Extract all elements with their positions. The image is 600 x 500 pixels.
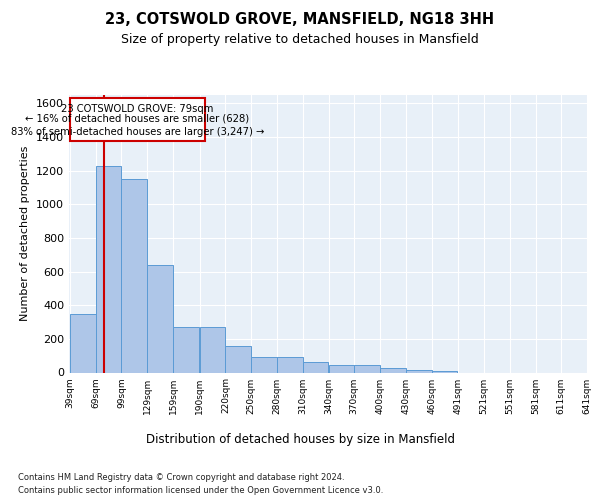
Text: Contains HM Land Registry data © Crown copyright and database right 2024.: Contains HM Land Registry data © Crown c… [18, 472, 344, 482]
Bar [406, 370, 431, 372]
FancyBboxPatch shape [70, 98, 205, 141]
Y-axis label: Number of detached properties: Number of detached properties [20, 146, 31, 322]
Text: Size of property relative to detached houses in Mansfield: Size of property relative to detached ho… [121, 32, 479, 46]
Text: Distribution of detached houses by size in Mansfield: Distribution of detached houses by size … [146, 432, 455, 446]
Bar [121, 179, 147, 372]
Bar [226, 346, 251, 372]
Bar [95, 166, 121, 372]
Text: 23 COTSWOLD GROVE: 79sqm: 23 COTSWOLD GROVE: 79sqm [61, 104, 214, 114]
Bar [329, 365, 354, 372]
Bar [70, 314, 95, 372]
Bar [251, 358, 277, 372]
Bar [303, 362, 329, 372]
Text: 23, COTSWOLD GROVE, MANSFIELD, NG18 3HH: 23, COTSWOLD GROVE, MANSFIELD, NG18 3HH [106, 12, 494, 28]
Bar [200, 327, 226, 372]
Text: Contains public sector information licensed under the Open Government Licence v3: Contains public sector information licen… [18, 486, 383, 495]
Text: 83% of semi-detached houses are larger (3,247) →: 83% of semi-detached houses are larger (… [11, 126, 264, 136]
Bar [277, 358, 303, 372]
Bar [147, 265, 173, 372]
Bar [173, 327, 199, 372]
Bar [354, 365, 380, 372]
Text: ← 16% of detached houses are smaller (628): ← 16% of detached houses are smaller (62… [25, 114, 250, 124]
Bar [380, 368, 406, 372]
Bar [431, 371, 457, 372]
